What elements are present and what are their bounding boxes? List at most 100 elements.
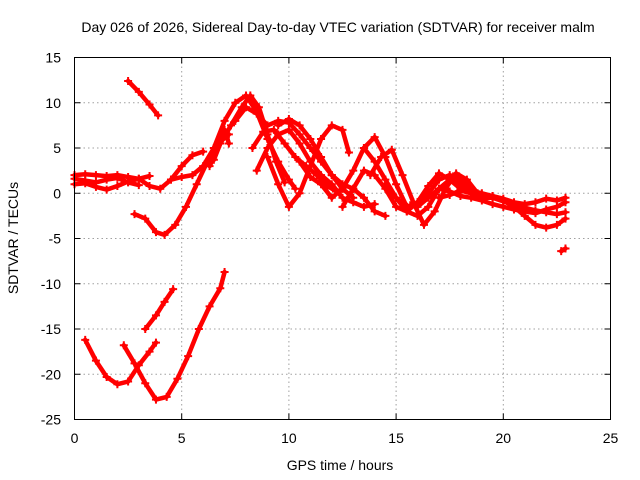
x-axis-label: GPS time / hours: [287, 457, 394, 473]
data-point: [160, 297, 169, 306]
data-point: [156, 184, 165, 193]
data-point: [216, 284, 225, 293]
data-point: [145, 100, 154, 109]
data-point: [269, 125, 278, 134]
data-point: [91, 356, 100, 365]
data-point: [141, 379, 150, 388]
data-point: [188, 151, 197, 160]
series-track-17: [295, 133, 411, 211]
data-point: [552, 210, 561, 219]
data-point: [134, 181, 143, 190]
data-point: [141, 214, 150, 223]
data-point: [370, 200, 379, 209]
data-point: [434, 193, 443, 202]
data-point: [359, 166, 368, 175]
data-point: [160, 230, 169, 239]
data-point: [359, 144, 368, 152]
data-point: [263, 121, 272, 130]
data-point: [284, 115, 293, 124]
data-point: [295, 189, 304, 198]
series-line: [211, 127, 232, 163]
data-point: [467, 186, 476, 195]
data-point: [91, 178, 100, 187]
data-point: [392, 202, 401, 211]
data-point: [274, 180, 283, 189]
data-point: [349, 198, 358, 207]
data-point: [359, 202, 368, 211]
data-point: [141, 325, 150, 333]
data-point: [280, 139, 289, 148]
data-point: [246, 91, 255, 100]
data-point: [291, 153, 300, 162]
data-point: [274, 130, 283, 139]
data-point: [280, 178, 289, 187]
data-point: [209, 155, 218, 164]
data-point: [306, 162, 315, 171]
data-point: [424, 193, 433, 202]
y-axis-label: SDTVAR / TECUs: [5, 182, 21, 294]
data-point: [119, 341, 128, 350]
series-track-09: [166, 91, 300, 193]
data-point: [398, 171, 407, 180]
data-point: [377, 153, 386, 162]
data-point: [145, 347, 154, 356]
data-point: [162, 392, 171, 401]
data-point: [499, 197, 508, 206]
data-point: [531, 198, 540, 207]
data-point: [344, 148, 353, 157]
y-tick-labels: -25 -20 -15 -10 -5 0 5 10 15: [41, 50, 61, 428]
data-point: [424, 182, 433, 191]
data-point: [531, 220, 540, 229]
data-point: [338, 202, 347, 211]
data-point: [113, 182, 122, 191]
data-point: [242, 103, 251, 112]
data-point: [177, 162, 186, 171]
data-point: [145, 172, 154, 181]
data-point: [359, 193, 368, 202]
series-layer: [70, 77, 570, 404]
series-track-26: [557, 244, 570, 256]
data-point: [113, 380, 122, 389]
y-tick-label: 10: [45, 95, 61, 111]
data-point: [194, 325, 203, 333]
series-track-03: [119, 267, 229, 404]
data-point: [349, 166, 358, 175]
data-point: [248, 144, 257, 152]
data-point: [220, 116, 229, 125]
data-point: [205, 162, 214, 171]
data-point: [124, 77, 133, 86]
data-point: [387, 145, 396, 154]
data-point: [445, 171, 454, 180]
data-point: [151, 228, 160, 237]
data-point: [317, 180, 326, 189]
x-tick-label: 10: [281, 430, 297, 446]
data-point: [102, 185, 111, 194]
series-track-01: [124, 77, 163, 120]
x-tick-label: 5: [178, 430, 186, 446]
data-point: [91, 171, 100, 180]
data-point: [424, 202, 433, 211]
data-point: [254, 103, 263, 112]
chart-title: Day 026 of 2026, Sidereal Day-to-day VTE…: [81, 19, 594, 35]
x-tick-label: 20: [496, 430, 512, 446]
data-point: [338, 125, 347, 134]
data-point: [130, 359, 139, 368]
data-point: [552, 196, 561, 205]
series-track-13: [248, 125, 341, 196]
series-track-04: [141, 285, 178, 333]
data-point: [166, 175, 175, 184]
data-point: [252, 109, 261, 118]
data-point: [295, 130, 304, 139]
data-point: [284, 202, 293, 211]
data-point: [327, 193, 336, 202]
data-point: [274, 121, 283, 130]
data-point: [145, 182, 154, 191]
data-point: [81, 335, 90, 344]
data-point: [231, 116, 240, 125]
data-point: [370, 133, 379, 142]
series-track-08: [70, 173, 143, 190]
data-point: [488, 193, 497, 202]
data-point: [151, 395, 160, 404]
x-tick-label: 15: [388, 430, 404, 446]
